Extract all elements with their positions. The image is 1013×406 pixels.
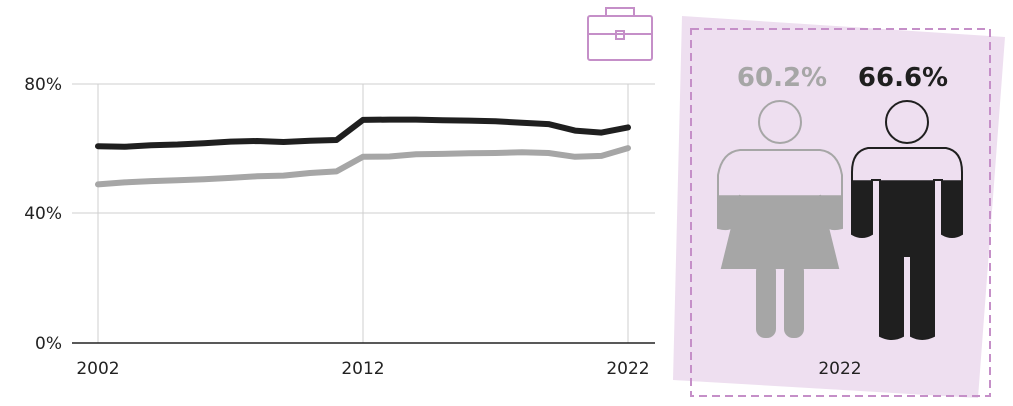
men-percentage: 66.6% [858, 63, 948, 93]
y-tick-label-40: 40% [24, 204, 62, 224]
women-percentage: 60.2% [737, 63, 827, 93]
briefcase-icon [587, 7, 653, 61]
y-tick-label-0: 0% [35, 334, 62, 354]
x-tick-label-2002: 2002 [76, 359, 119, 379]
y-tick-label-80: 80% [24, 75, 62, 95]
x-tick-label-2022: 2022 [606, 359, 649, 379]
series-line-men [95, 116, 631, 150]
panel-year-label: 2022 [818, 359, 861, 379]
x-tick-label-2012: 2012 [341, 359, 384, 379]
panel-dashed-border [690, 28, 991, 397]
woman-figure-icon [717, 100, 843, 338]
man-figure-icon [851, 100, 963, 340]
series-line-women [95, 145, 631, 188]
